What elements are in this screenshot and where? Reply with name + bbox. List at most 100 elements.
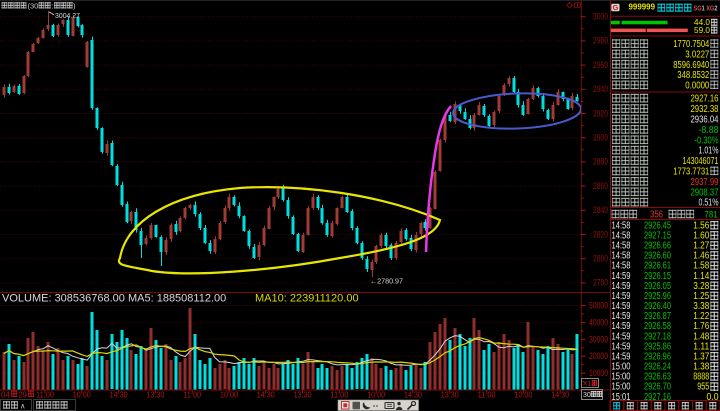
- svg-text:999999: 999999: [629, 2, 656, 12]
- svg-text:2820: 2820: [593, 229, 608, 239]
- svg-text:11:00: 11:00: [183, 391, 201, 400]
- svg-text:8888: 8888: [693, 372, 709, 383]
- svg-text:2980: 2980: [593, 36, 608, 46]
- svg-text:14:58: 14:58: [612, 241, 631, 252]
- svg-text:2926.24: 2926.24: [644, 362, 671, 373]
- svg-text:40000: 40000: [589, 317, 608, 327]
- svg-text:2927.16: 2927.16: [644, 392, 671, 403]
- svg-text:2926.60: 2926.60: [644, 251, 671, 262]
- svg-text:1.46: 1.46: [693, 251, 709, 262]
- svg-text:2908.37: 2908.37: [691, 187, 719, 198]
- svg-text:2927.15: 2927.15: [644, 231, 671, 242]
- svg-text:143046071: 143046071: [683, 156, 719, 167]
- svg-text:14:59: 14:59: [612, 351, 631, 362]
- svg-text:2780: 2780: [593, 278, 608, 288]
- svg-text:8596.6940: 8596.6940: [673, 60, 709, 71]
- svg-text:2926.61: 2926.61: [644, 261, 671, 272]
- svg-text:15:00: 15:00: [612, 372, 631, 383]
- svg-text:3.28: 3.28: [693, 281, 709, 292]
- svg-text:15:00: 15:00: [612, 382, 631, 393]
- svg-text:14:30: 14:30: [551, 391, 569, 400]
- svg-text:-0.30%: -0.30%: [695, 135, 719, 146]
- svg-text:14:59: 14:59: [612, 341, 631, 352]
- svg-text:1.22: 1.22: [693, 311, 709, 322]
- svg-text:11:00: 11:00: [330, 391, 348, 400]
- svg-text:1.38: 1.38: [693, 362, 709, 373]
- svg-text:2880: 2880: [593, 157, 608, 167]
- svg-text:2926.96: 2926.96: [644, 351, 671, 362]
- svg-text:2926.63: 2926.63: [644, 372, 671, 383]
- svg-text:30: 30: [583, 392, 591, 399]
- svg-text:2926.87: 2926.87: [644, 311, 671, 322]
- svg-text:1.37: 1.37: [693, 351, 709, 362]
- svg-text:20000: 20000: [589, 351, 608, 361]
- svg-text:14:58: 14:58: [612, 220, 631, 231]
- svg-text:10:00: 10:00: [367, 391, 385, 400]
- svg-text:2926.15: 2926.15: [644, 271, 671, 282]
- svg-text:1773.7731: 1773.7731: [673, 167, 709, 178]
- svg-text:29: 29: [18, 391, 27, 400]
- svg-text:0.0: 0.0: [707, 392, 719, 403]
- svg-text:1.01%: 1.01%: [699, 146, 719, 157]
- svg-text:2860: 2860: [593, 181, 608, 191]
- svg-text:X1: X1: [583, 381, 591, 388]
- svg-text:2932.38: 2932.38: [691, 104, 719, 115]
- svg-text:1.11: 1.11: [693, 341, 709, 352]
- svg-text:1.27: 1.27: [693, 241, 709, 252]
- svg-text:0.51%: 0.51%: [699, 198, 719, 209]
- svg-text:14:58: 14:58: [612, 261, 631, 272]
- svg-text:2800: 2800: [593, 254, 608, 264]
- svg-text:1.56: 1.56: [693, 220, 709, 231]
- svg-text:14:59: 14:59: [612, 311, 631, 322]
- svg-text:-8.88: -8.88: [699, 125, 719, 136]
- svg-text:13:30: 13:30: [146, 391, 164, 400]
- svg-text:44.0: 44.0: [694, 18, 711, 27]
- svg-text:10:00: 10:00: [220, 391, 238, 400]
- svg-text:2926.40: 2926.40: [644, 301, 671, 312]
- svg-text:10:00: 10:00: [514, 391, 532, 400]
- svg-text:1.48: 1.48: [693, 331, 709, 342]
- svg-text:14:30: 14:30: [110, 391, 128, 400]
- svg-text:04: 04: [1, 391, 10, 400]
- svg-text:59.0: 59.0: [694, 26, 711, 35]
- svg-text:2925.86: 2925.86: [644, 341, 671, 352]
- svg-text:1.14: 1.14: [693, 271, 709, 282]
- svg-text:1.76: 1.76: [693, 321, 709, 332]
- svg-text:3.0227: 3.0227: [685, 50, 709, 61]
- svg-text:781: 781: [705, 209, 718, 219]
- svg-text:0.0000: 0.0000: [685, 80, 709, 91]
- svg-text:2926.45: 2926.45: [644, 220, 671, 231]
- svg-text:15:00: 15:00: [612, 362, 631, 373]
- svg-text:MA10: 223911120.00: MA10: 223911120.00: [255, 293, 359, 305]
- svg-text:2940: 2940: [593, 84, 608, 94]
- svg-text:2925.96: 2925.96: [644, 291, 671, 302]
- svg-text:11:00: 11:00: [36, 391, 54, 400]
- svg-text:14:59: 14:59: [612, 271, 631, 282]
- svg-text::: :: [52, 1, 54, 10]
- svg-text:2927.16: 2927.16: [691, 94, 719, 105]
- svg-text:30000: 30000: [589, 334, 608, 344]
- svg-text:VOLUME: 308536768.00 MA5: 188: VOLUME: 308536768.00 MA5: 188508112.00: [2, 293, 226, 305]
- svg-text:2937.99: 2937.99: [691, 177, 719, 188]
- svg-text:3004.27: 3004.27: [55, 11, 80, 20]
- svg-text:14:59: 14:59: [612, 331, 631, 342]
- svg-text:955: 955: [697, 382, 709, 393]
- svg-text:): ): [73, 1, 76, 10]
- svg-text:2926.70: 2926.70: [644, 382, 671, 393]
- svg-text:14:30: 14:30: [404, 391, 422, 400]
- svg-text:13:30: 13:30: [441, 391, 459, 400]
- svg-text:2936.04: 2936.04: [691, 115, 719, 126]
- svg-text:13:30: 13:30: [294, 391, 312, 400]
- svg-text:3000: 3000: [593, 12, 608, 22]
- svg-text:1.58: 1.58: [693, 261, 709, 272]
- svg-text:10:00: 10:00: [73, 391, 91, 400]
- svg-text:2960: 2960: [593, 60, 608, 70]
- svg-text:14:58: 14:58: [612, 231, 631, 242]
- svg-text:SG1 XG2: SG1 XG2: [694, 5, 718, 12]
- svg-text:14:59: 14:59: [612, 281, 631, 292]
- svg-text:∧: ∧: [20, 402, 26, 411]
- svg-text:2927.18: 2927.18: [644, 331, 671, 342]
- svg-text:14:59: 14:59: [612, 301, 631, 312]
- svg-text:14:59: 14:59: [612, 321, 631, 332]
- svg-text:3.38: 3.38: [693, 301, 709, 312]
